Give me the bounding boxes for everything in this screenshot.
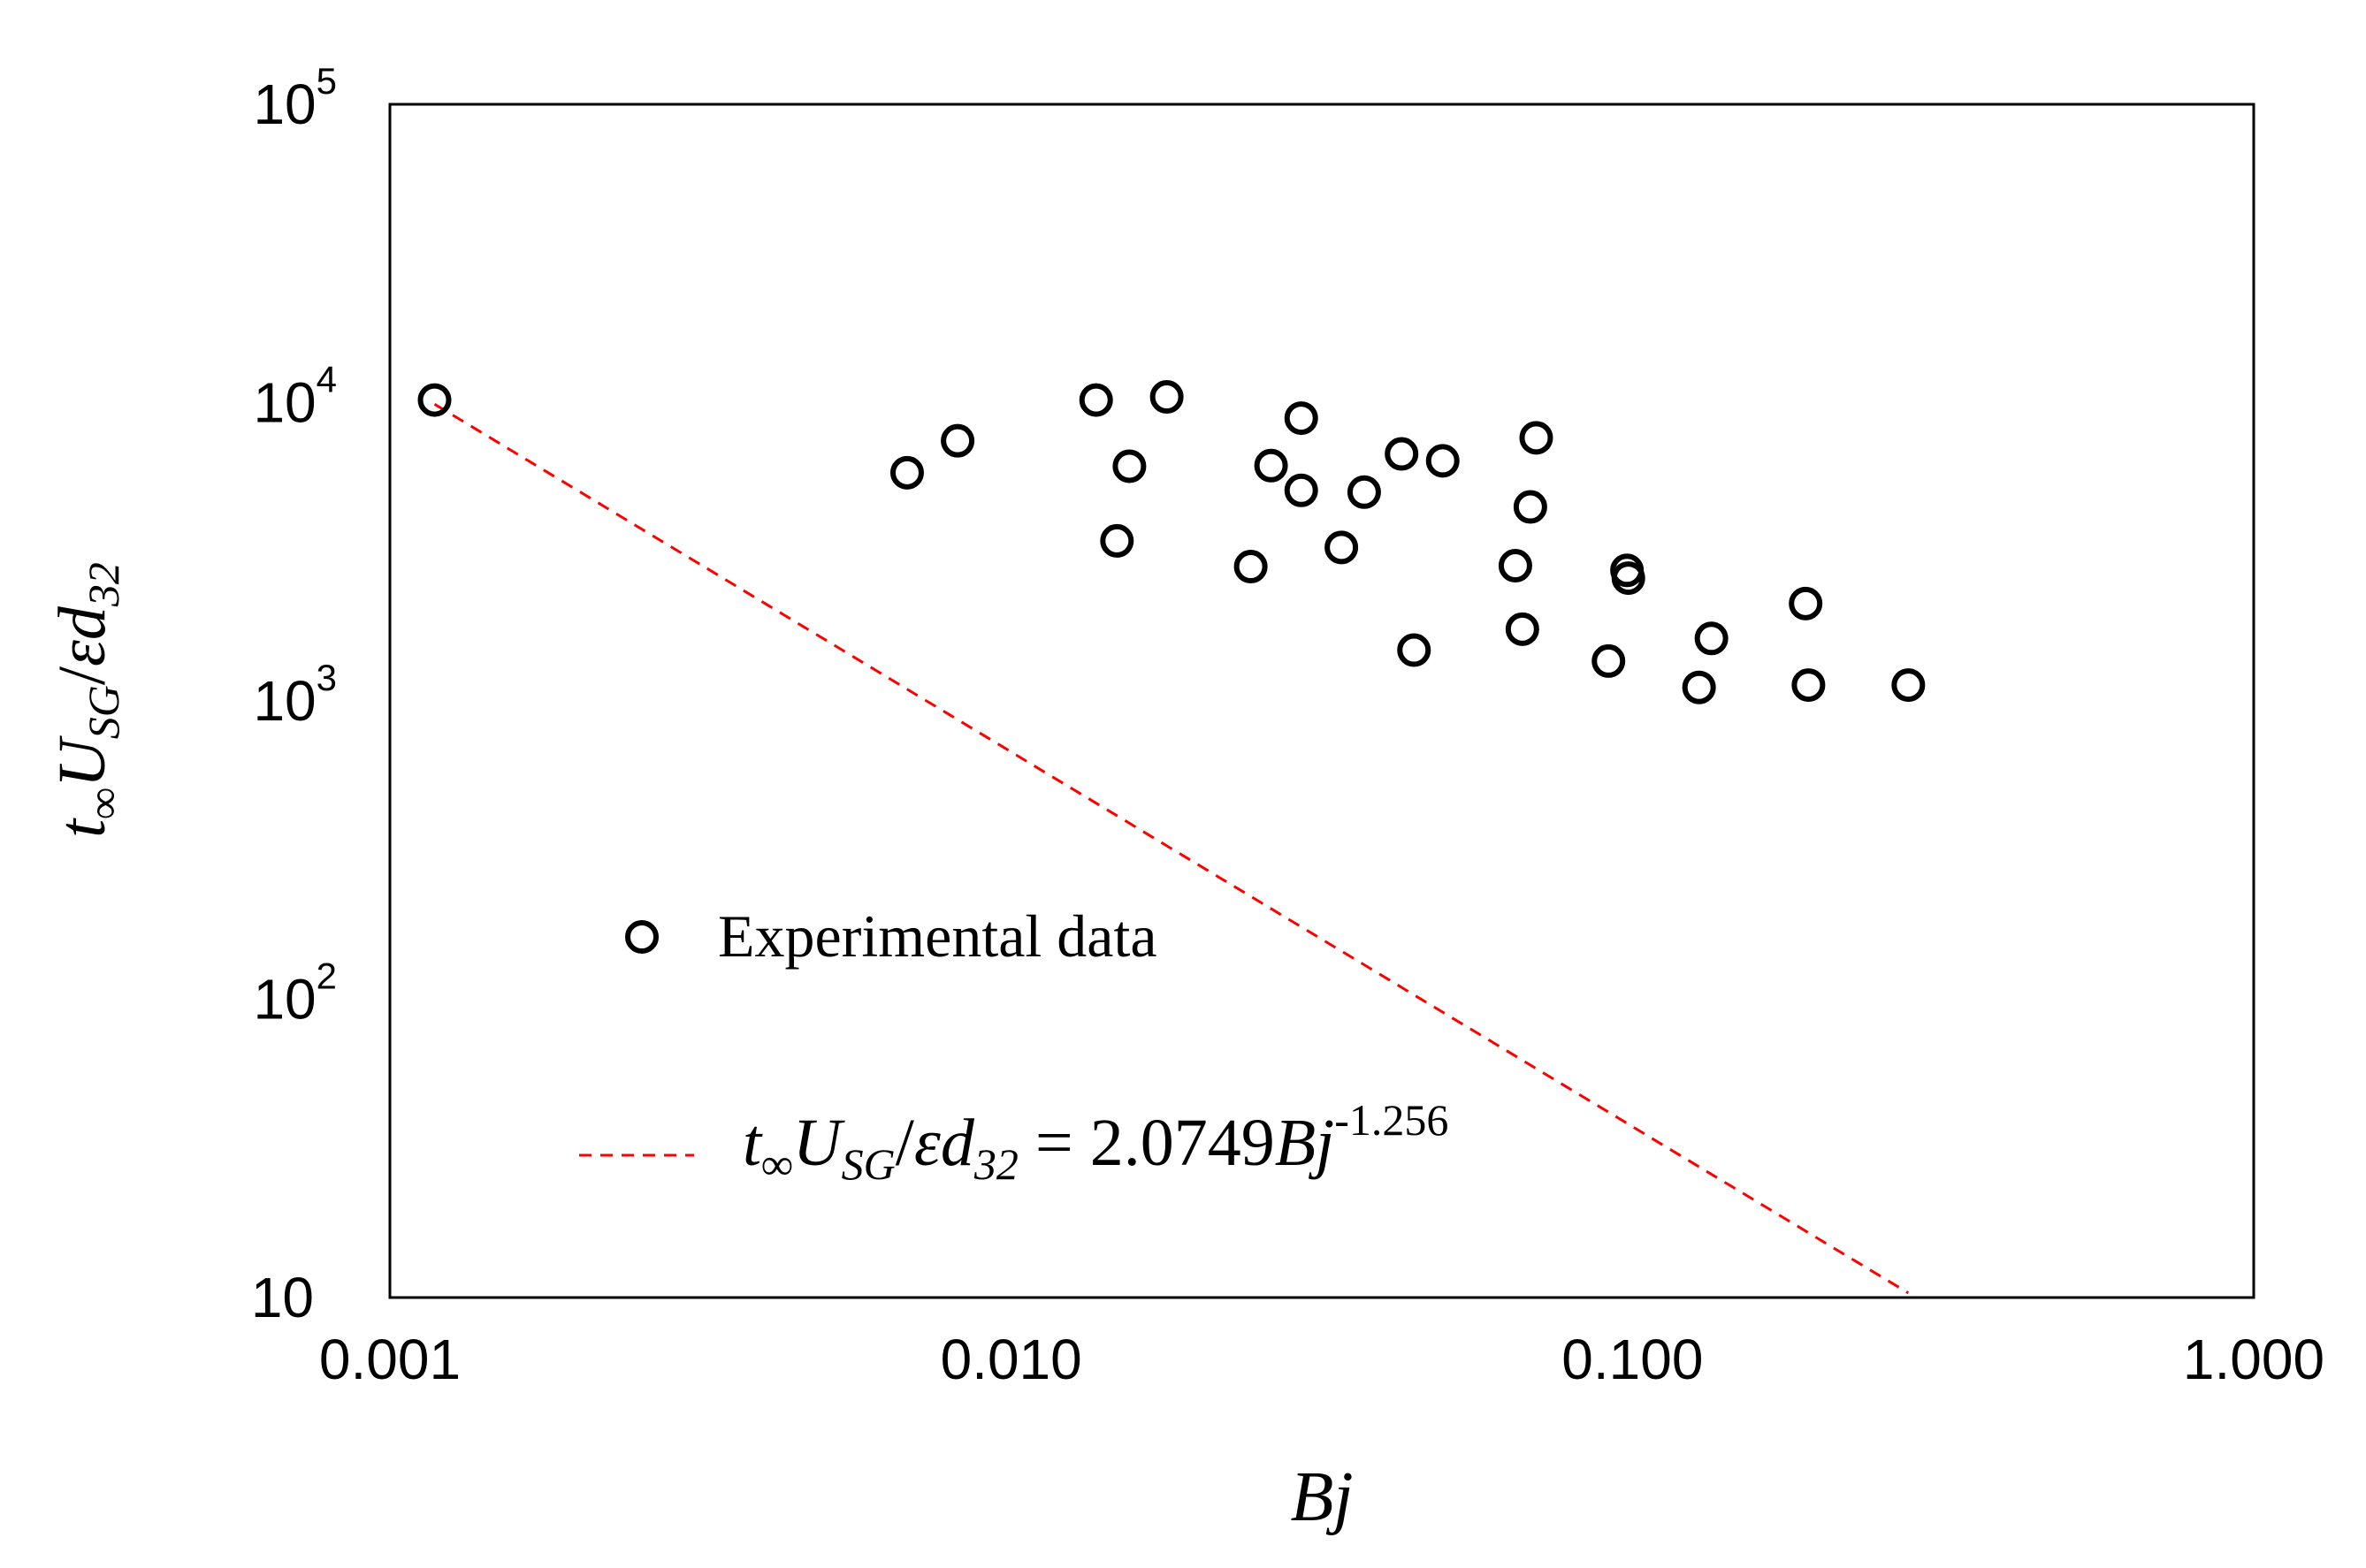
data-point xyxy=(1284,473,1318,507)
y-tick-label: 104 xyxy=(253,359,337,435)
fit-line xyxy=(433,403,1910,1295)
legend: Experimental data t∞USG/εd32 = 2.0749Bj-… xyxy=(579,902,1448,1189)
y-axis-ticks: 10 102 103 104 105 xyxy=(251,60,337,1329)
data-point xyxy=(1791,668,1826,703)
data-point xyxy=(1324,530,1359,565)
y-tick-label: 103 xyxy=(253,657,337,733)
x-tick-label: 1.000 xyxy=(2183,1328,2324,1391)
data-point xyxy=(1498,549,1532,583)
x-tick-label: 0.010 xyxy=(941,1328,1082,1391)
data-point xyxy=(1254,448,1288,483)
data-point xyxy=(1789,586,1823,620)
data-point xyxy=(1100,523,1134,558)
y-tick-label: 105 xyxy=(253,60,337,136)
data-point xyxy=(1682,670,1716,704)
legend-marker-circle xyxy=(625,920,659,954)
data-point xyxy=(1591,643,1626,678)
legend-label-experimental: Experimental data xyxy=(718,902,1157,970)
y-tick-label: 102 xyxy=(253,955,337,1031)
legend-label-fit: t∞USG/εd32 = 2.0749Bj-1.256 xyxy=(743,1095,1448,1189)
data-point xyxy=(941,423,975,458)
y-tick-label: 10 xyxy=(251,1266,314,1329)
data-point xyxy=(1611,561,1645,596)
data-point xyxy=(1079,383,1113,417)
data-point xyxy=(1694,621,1729,656)
data-point xyxy=(1513,490,1547,524)
data-point xyxy=(1149,380,1184,415)
x-tick-label: 0.001 xyxy=(319,1328,461,1391)
data-point xyxy=(1519,421,1553,455)
data-point xyxy=(1347,475,1381,509)
plot-area-frame xyxy=(388,103,2255,1299)
data-point xyxy=(1425,444,1460,478)
data-point xyxy=(1112,449,1147,483)
x-axis-ticks: 0.001 0.010 0.100 1.000 xyxy=(319,1328,2324,1391)
data-point xyxy=(1505,612,1539,646)
data-point xyxy=(417,383,452,417)
x-tick-label: 0.100 xyxy=(1561,1328,1703,1391)
data-point xyxy=(889,455,924,490)
data-point xyxy=(1233,550,1268,584)
y-axis-title: t∞USG/εd32 xyxy=(45,562,128,838)
data-points xyxy=(417,380,1926,704)
data-point xyxy=(1284,401,1318,436)
data-point xyxy=(1385,437,1419,471)
data-point xyxy=(1891,668,1926,703)
x-axis-title: Bj xyxy=(1290,1458,1353,1536)
data-point xyxy=(1397,633,1431,667)
